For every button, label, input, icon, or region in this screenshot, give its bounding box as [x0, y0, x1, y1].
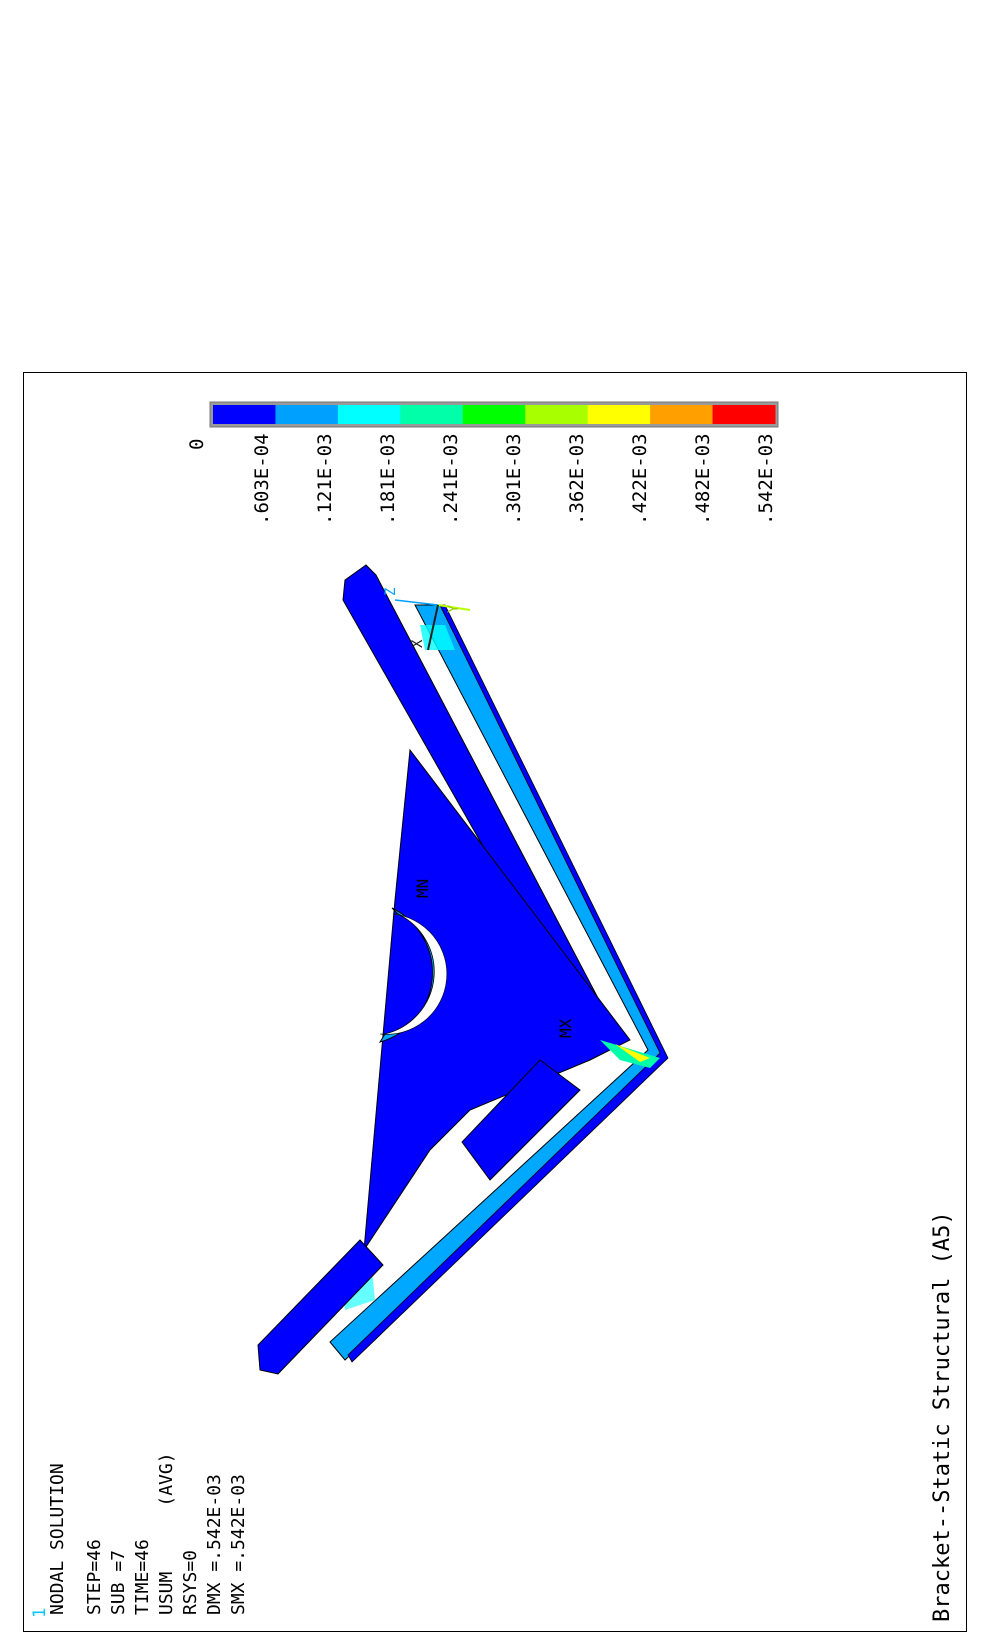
legend-swatch: [213, 405, 276, 424]
min-marker: MN: [413, 878, 432, 898]
apex-hotspot: [615, 1044, 650, 1062]
legend-swatch: [587, 405, 651, 424]
legend-label: 0: [186, 438, 208, 450]
triad-label-y: Y: [446, 604, 462, 613]
plot-title: Bracket--Static Structural (A5): [930, 1211, 955, 1622]
triad-x-axis: [427, 604, 439, 651]
triad-y-axis: [437, 604, 471, 611]
legend-label: .482E-03: [692, 433, 714, 525]
lower-arm: [257, 1239, 384, 1375]
info-line: STEP=46: [84, 1539, 105, 1615]
info-line: RSYS=0: [180, 1549, 201, 1615]
info-line: NODAL SOLUTION: [47, 1463, 68, 1615]
legend-swatch: [650, 405, 714, 424]
legend-label: .121E-03: [314, 433, 336, 525]
legend-label: .422E-03: [629, 433, 651, 525]
legend-label: .362E-03: [566, 433, 588, 525]
legend-label: .241E-03: [440, 433, 462, 525]
legend-label: .301E-03: [503, 433, 525, 525]
legend-swatch: [525, 405, 589, 424]
info-line: USUM (AVG): [156, 1452, 177, 1615]
triad-label-z: Z: [383, 587, 399, 596]
triad-z-axis: [394, 599, 439, 606]
legend-swatch: [400, 405, 464, 424]
legend-color-bar: [209, 401, 779, 428]
max-marker: MX: [556, 1018, 575, 1038]
info-line: SMX =.542E-03: [228, 1474, 249, 1615]
info-line: SUB =7: [108, 1549, 129, 1615]
hole-cutout: [379, 913, 448, 1035]
info-line: DMX =.542E-03: [204, 1474, 225, 1615]
legend-label: .181E-03: [377, 433, 399, 525]
legend-swatch: [462, 405, 526, 424]
lower-stiffener: [461, 1059, 581, 1181]
legend-label: .542E-03: [755, 433, 777, 525]
info-line: TIME=46: [132, 1539, 153, 1615]
triad-label-x: X: [410, 639, 426, 648]
main-web: [363, 748, 631, 1251]
graphics-window: [23, 372, 967, 1632]
legend-swatch: [712, 405, 776, 424]
legend-swatch: [275, 405, 339, 424]
coordinate-triad: [394, 599, 471, 651]
bracket-model: [257, 564, 669, 1375]
legend-swatch: [337, 405, 401, 424]
legend-label: .603E-04: [251, 433, 273, 525]
